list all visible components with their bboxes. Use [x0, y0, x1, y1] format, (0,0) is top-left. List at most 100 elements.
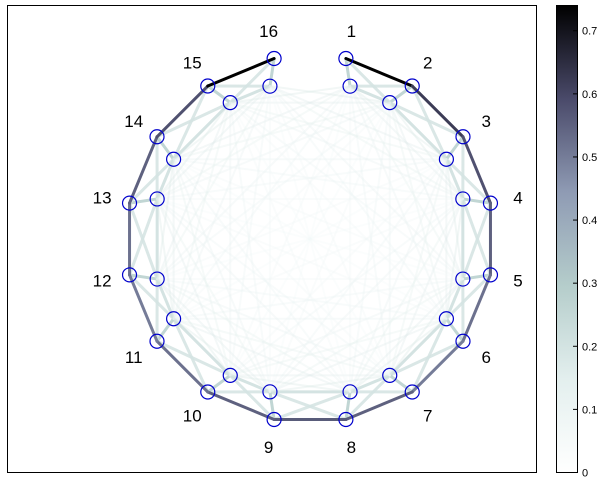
ring-edge — [344, 57, 414, 88]
chord-edge — [156, 158, 448, 281]
node-label: 10 — [183, 406, 202, 425]
chord-edge — [156, 197, 175, 320]
inner-node — [438, 311, 454, 327]
chord-edge — [349, 317, 448, 393]
chord-edge — [172, 317, 352, 393]
inner-node — [382, 367, 398, 383]
chord-edge — [156, 278, 271, 393]
cross-edge — [410, 317, 448, 394]
cross-edge — [388, 101, 465, 139]
cross-edge — [128, 201, 159, 281]
spoke-edge — [128, 197, 159, 205]
ring-edge — [128, 135, 159, 205]
chord-edge — [172, 85, 352, 320]
chord-edge — [172, 158, 232, 377]
ring-edge — [206, 57, 276, 88]
inner-edge — [388, 101, 448, 161]
chord-edge — [445, 197, 464, 320]
node-label: 5 — [513, 271, 522, 290]
ring-edge — [461, 273, 492, 343]
chord-edge — [172, 101, 391, 161]
inner-node — [166, 151, 182, 167]
chord-edge — [229, 101, 271, 393]
chord-edge — [229, 85, 352, 104]
cross-edge — [344, 57, 392, 105]
chord-edge — [229, 317, 448, 377]
cross-edge — [172, 84, 210, 161]
outer-node — [404, 384, 420, 400]
node-label: 8 — [347, 438, 356, 457]
spoke-edge — [388, 373, 414, 394]
chord-edge — [445, 158, 464, 281]
outer-node — [455, 129, 471, 145]
chord-edge — [156, 278, 391, 377]
colorbar-tick-label: 0.6 — [582, 89, 597, 101]
chord-edge — [172, 85, 352, 161]
inner-edge — [172, 317, 232, 377]
ring-edge — [344, 390, 414, 421]
chord-edge — [268, 85, 391, 377]
chord-edge — [156, 197, 352, 393]
chord-edge — [172, 101, 232, 320]
inner-node — [382, 95, 398, 111]
ring-edge — [128, 273, 159, 343]
outer-node — [482, 267, 499, 283]
colorbar-tick-label: 0.1 — [582, 404, 597, 416]
chord-edge — [156, 197, 271, 393]
chord-edge — [229, 85, 352, 377]
cross-edge — [461, 197, 492, 277]
chord-edge — [172, 317, 391, 377]
chord-edge — [156, 278, 448, 320]
inner-node — [222, 95, 238, 111]
colorbar-tick-label: 0.3 — [582, 278, 597, 290]
colorbar-ticks: 0 0.1 0.2 0.3 0.4 0.5 0.6 0.7 — [573, 26, 597, 478]
outer-node — [121, 195, 138, 211]
outer-node — [266, 50, 282, 67]
chord-edge — [172, 278, 464, 320]
chord-edge — [172, 197, 464, 320]
chord-edge — [156, 197, 464, 281]
node-label: 15 — [183, 54, 202, 73]
chord-edge — [172, 158, 448, 320]
plot-frame — [7, 5, 537, 473]
cross-edge — [128, 273, 176, 321]
inner-node — [438, 151, 454, 167]
spoke-edge — [444, 135, 465, 161]
chord-edge — [349, 85, 448, 161]
spoke-edge — [206, 373, 232, 394]
spoke-edge — [268, 57, 276, 88]
chord-edge — [229, 374, 352, 393]
chord-edge — [268, 278, 464, 393]
spoke-edge — [444, 317, 465, 343]
chord-edge — [156, 158, 448, 200]
chord-edge — [156, 158, 175, 281]
chord-edge — [349, 158, 448, 393]
cross-edge — [272, 390, 352, 421]
ring-edge — [410, 84, 465, 139]
spoke-edge — [206, 84, 232, 105]
spoke-edge — [268, 390, 276, 421]
ring-edge — [155, 339, 210, 394]
inner-node — [149, 191, 165, 207]
chord-edge — [156, 85, 352, 200]
chord-edge — [268, 317, 448, 393]
chord-edge — [172, 158, 271, 393]
chord-edge — [349, 85, 391, 377]
colorbar-tick-label: 0.4 — [582, 215, 597, 227]
cross-edge — [344, 373, 392, 421]
inner-node — [166, 311, 182, 327]
chord-edge — [156, 85, 352, 281]
chord-edge — [349, 85, 464, 200]
cross-edge — [444, 157, 492, 205]
node-label: 2 — [423, 54, 432, 73]
chord-edge — [156, 101, 232, 281]
spoke-edge — [344, 57, 352, 88]
chord-edge — [268, 197, 464, 393]
node-label: 14 — [124, 112, 143, 131]
chord-edge — [229, 101, 448, 161]
inner-node — [342, 78, 358, 94]
chord-edge — [229, 101, 391, 377]
cross-edge — [155, 339, 232, 377]
chord-edge — [268, 85, 448, 320]
cross-edge — [128, 157, 176, 205]
